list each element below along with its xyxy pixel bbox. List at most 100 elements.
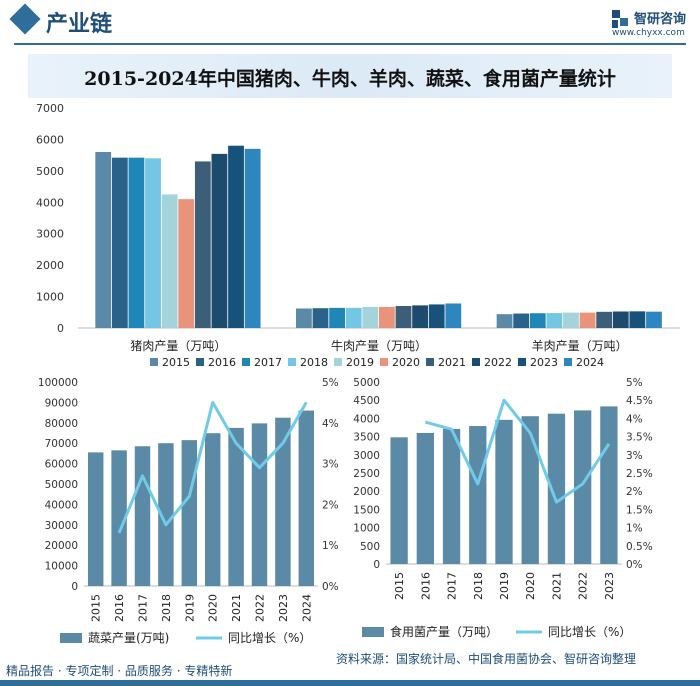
bar-2017: [329, 307, 345, 328]
x-tick-label: 2023: [277, 594, 290, 622]
legend-swatch: [196, 358, 204, 366]
y2-tick-label: 2.5%: [626, 468, 653, 480]
legend-swatch: [518, 358, 526, 366]
legend-label: 2021: [438, 356, 466, 369]
legend-label: 同比增长（%）: [548, 625, 631, 639]
x-tick-label: 2016: [419, 572, 432, 600]
y-tick-label: 2000: [353, 486, 380, 498]
x-tick-label: 2015: [393, 572, 406, 600]
growth-line: [424, 398, 611, 504]
legend-label: 2023: [530, 356, 558, 369]
x-tick-label: 2015: [90, 594, 103, 622]
y2-tick-label: 2%: [322, 499, 339, 511]
bar-2018: [145, 158, 161, 328]
bar-2015: [95, 152, 112, 328]
y-tick-label: 6000: [36, 133, 64, 146]
legend-swatch: [242, 358, 250, 366]
legend-swatch: [426, 358, 434, 366]
bar-2023: [600, 406, 618, 564]
y-tick-label: 2500: [353, 468, 380, 480]
bar-2021: [547, 413, 566, 564]
brand-logo-icon: [612, 10, 628, 28]
legend-swatch: [472, 358, 480, 366]
y-tick-label: 5000: [353, 377, 380, 389]
bar-2024: [445, 303, 462, 328]
bar-2020: [379, 306, 395, 328]
y-tick-label: 50000: [45, 479, 78, 491]
bar-2022: [412, 305, 428, 328]
x-tick-label: 2024: [300, 594, 313, 622]
category-label: 牛肉产量（万吨）: [331, 338, 427, 353]
y-tick-label: 100000: [38, 377, 78, 389]
y-tick-label: 4000: [353, 413, 380, 425]
x-tick-label: 2016: [113, 594, 126, 622]
y-tick-label: 1000: [353, 523, 380, 535]
bar-2020: [178, 199, 195, 328]
y-tick-label: 7000: [36, 102, 64, 115]
y-tick-label: 3000: [353, 450, 380, 462]
bar-2018: [345, 307, 362, 328]
x-tick-label: 2017: [446, 572, 459, 600]
x-tick-label: 2019: [498, 572, 511, 600]
bar-2016: [111, 157, 128, 328]
bar-2018: [469, 426, 487, 564]
y-tick-label: 4000: [36, 196, 64, 209]
y2-tick-label: 0%: [322, 581, 339, 593]
y2-tick-label: 1.5%: [626, 504, 653, 516]
chart-main-title: 2015-2024年中国猪肉、牛肉、羊肉、蔬菜、食用菌产量统计: [84, 68, 616, 90]
bar-2016: [312, 308, 329, 328]
bar-2023: [428, 304, 445, 328]
y-tick-label: 40000: [45, 499, 78, 511]
legend-label: 2015: [162, 356, 190, 369]
y2-tick-label: 5%: [626, 377, 643, 389]
bar-2020: [579, 312, 596, 328]
legend-swatch-bar: [60, 633, 82, 643]
y2-tick-label: 4%: [626, 413, 643, 425]
title-band: 2015-2024年中国猪肉、牛肉、羊肉、蔬菜、食用菌产量统计: [28, 54, 672, 98]
x-tick-label: 2022: [254, 594, 267, 622]
x-tick-label: 2017: [137, 594, 150, 622]
bar-2015: [390, 437, 408, 564]
y2-tick-label: 3%: [626, 450, 643, 462]
bar-2021: [194, 161, 211, 328]
bar-2017: [134, 446, 151, 586]
y-tick-label: 30000: [45, 520, 78, 532]
bar-2021: [395, 306, 412, 328]
category-label: 猪肉产量（万吨）: [130, 339, 226, 353]
y2-tick-label: 1%: [322, 540, 339, 552]
x-tick-label: 2019: [183, 594, 196, 622]
bar-2024: [298, 410, 315, 586]
legend-label: 2016: [208, 356, 236, 369]
bar-2020: [204, 433, 221, 586]
y-tick-label: 80000: [45, 418, 78, 430]
legend-label: 2019: [346, 356, 374, 369]
bar-2016: [111, 450, 127, 586]
y-tick-label: 500: [360, 541, 380, 553]
x-tick-label: 2022: [577, 572, 590, 600]
x-tick-label: 2020: [207, 594, 220, 622]
brand-name: 智研咨询: [634, 12, 687, 27]
y2-tick-label: 0%: [626, 559, 643, 571]
bar-2017: [128, 157, 145, 328]
bar-2021: [228, 427, 244, 586]
footer-slogan: 精品报告 · 专项定制 · 品质服务 · 专精特新: [6, 664, 233, 678]
legend-label: 2024: [576, 356, 604, 369]
legend-label: 2022: [484, 356, 512, 369]
y-tick-label: 5000: [36, 165, 64, 178]
y-tick-label: 3500: [353, 432, 380, 444]
bar-2019: [563, 312, 579, 328]
bar-2023: [275, 417, 291, 586]
bar-2018: [158, 443, 174, 586]
y-tick-label: 1500: [353, 504, 380, 516]
y2-tick-label: 5%: [322, 377, 339, 389]
bar-2015: [296, 308, 312, 328]
y2-tick-label: 4%: [322, 418, 339, 430]
y2-tick-label: 4.5%: [626, 395, 653, 407]
bar-2016: [416, 432, 434, 564]
y-tick-label: 20000: [45, 540, 78, 552]
bar-2022: [211, 153, 228, 328]
legend-swatch: [564, 358, 572, 366]
y-tick-label: 1000: [36, 291, 64, 304]
y-tick-label: 10000: [45, 561, 78, 573]
header-divider: [14, 43, 686, 45]
